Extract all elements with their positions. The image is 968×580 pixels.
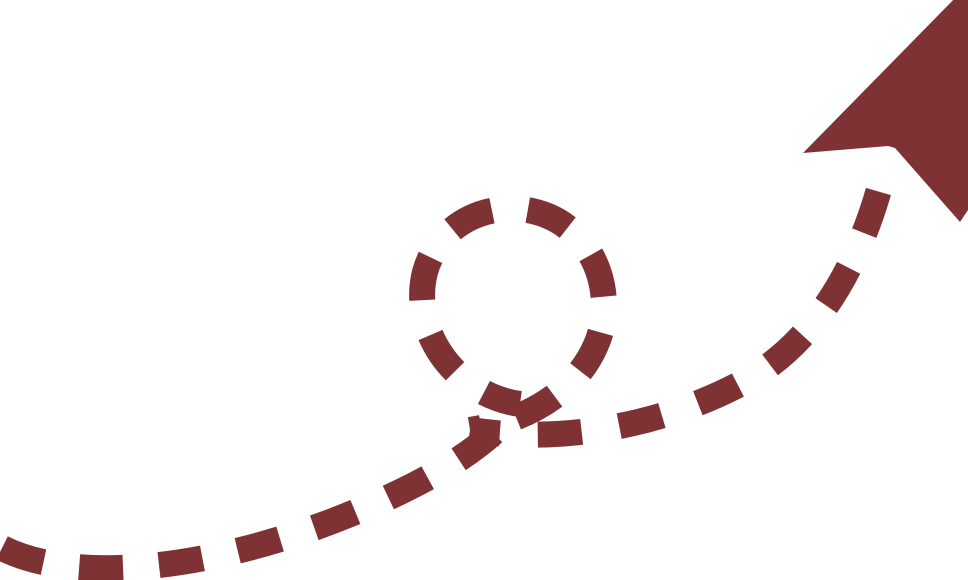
arrow-head-icon <box>803 0 968 222</box>
loop-dashes <box>409 195 617 443</box>
tail-sweep-dashes <box>0 395 531 580</box>
rise-to-arrow-dashes <box>468 182 893 448</box>
